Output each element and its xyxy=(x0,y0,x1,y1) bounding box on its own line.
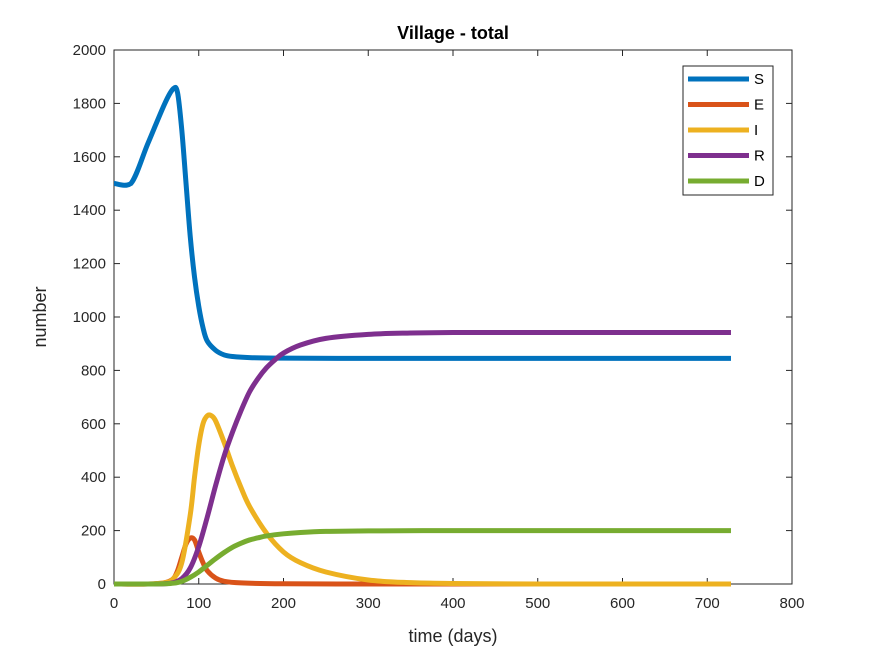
x-tick-label: 800 xyxy=(779,595,804,612)
series-line-e xyxy=(113,535,731,587)
legend-label-d: D xyxy=(754,173,765,190)
x-tick-label: 400 xyxy=(440,595,465,612)
legend-label-r: R xyxy=(754,148,765,165)
y-tick-label: 1200 xyxy=(73,256,106,273)
legend-label-s: S xyxy=(754,71,764,88)
chart-title: Village - total xyxy=(397,23,509,43)
legend-label-i: I xyxy=(754,122,758,139)
x-tick-label: 100 xyxy=(186,595,211,612)
x-tick-label: 0 xyxy=(110,595,118,612)
y-axis-ticks: 0 200 400 600 800 1000 1200 1400 1600 1800 2000 xyxy=(73,42,792,593)
x-axis-label: time (days) xyxy=(408,626,497,646)
y-tick-label: 1400 xyxy=(73,202,106,219)
y-axis-label: number xyxy=(30,286,50,347)
y-tick-label: 2000 xyxy=(73,42,106,59)
y-tick-label: 400 xyxy=(81,469,106,486)
series-line-d xyxy=(113,528,731,587)
series-line-s xyxy=(113,84,731,361)
x-tick-label: 200 xyxy=(271,595,296,612)
y-tick-label: 200 xyxy=(81,523,106,540)
x-tick-label: 300 xyxy=(356,595,381,612)
y-tick-label: 800 xyxy=(81,362,106,379)
series-line-r xyxy=(113,329,731,587)
x-tick-label: 500 xyxy=(525,595,550,612)
y-tick-label: 1600 xyxy=(73,149,106,166)
y-tick-label: 0 xyxy=(98,576,106,593)
x-tick-label: 700 xyxy=(695,595,720,612)
series-line-i xyxy=(113,412,731,587)
y-tick-label: 1000 xyxy=(73,309,106,326)
legend-label-e: E xyxy=(754,97,764,114)
y-tick-label: 1800 xyxy=(73,95,106,112)
series-lines xyxy=(113,84,731,587)
x-axis-ticks: 0 100 200 300 400 500 600 700 800 xyxy=(110,50,805,612)
y-tick-label: 600 xyxy=(81,416,106,433)
x-tick-label: 600 xyxy=(610,595,635,612)
